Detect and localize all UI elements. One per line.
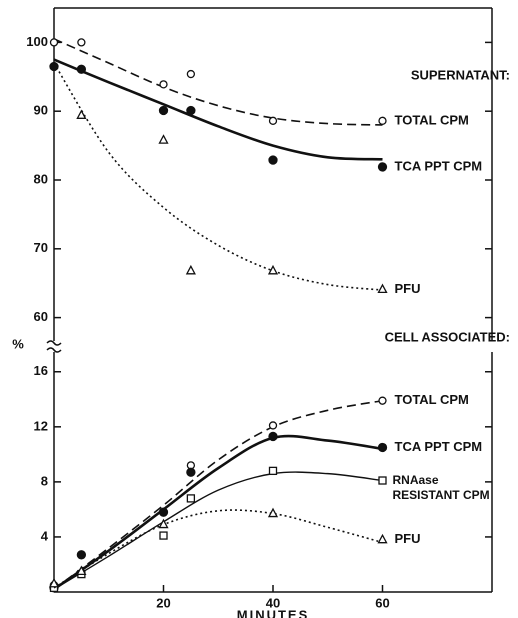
marker [268, 155, 278, 165]
axis-break [46, 340, 62, 353]
marker [267, 507, 279, 518]
x-tick-label: 60 [375, 595, 389, 610]
marker [49, 38, 59, 47]
fit-curve [53, 509, 383, 589]
fit-curve [53, 58, 383, 161]
fit-curve [53, 38, 383, 126]
x-axis-label: MINUTES [237, 607, 310, 618]
series-label: TOTAL CPM [395, 112, 469, 127]
marker [377, 283, 388, 294]
marker [267, 264, 279, 275]
marker [76, 64, 87, 74]
marker [48, 577, 60, 588]
fit-curve [53, 471, 383, 590]
marker [76, 565, 87, 576]
fit-curve [53, 62, 383, 291]
marker [186, 467, 196, 477]
marker [185, 264, 196, 275]
marker [377, 442, 388, 453]
marker [268, 421, 278, 430]
y-tick-label: 60 [34, 309, 48, 324]
fit-curve [53, 434, 383, 591]
marker [49, 61, 59, 72]
marker [186, 494, 196, 503]
y-tick-label: 12 [34, 418, 48, 433]
series-label: PFU [395, 531, 421, 546]
marker [158, 134, 169, 144]
y-tick-label: 8 [41, 473, 48, 488]
y-tick-label: 90 [34, 103, 48, 118]
marker [186, 69, 196, 79]
y-tick-label: 80 [34, 171, 48, 186]
y-tick-label: 100 [26, 34, 48, 49]
panel-title: SUPERNATANT: [411, 67, 510, 82]
y-tick-label: 4 [41, 528, 49, 543]
x-tick-label: 40 [266, 595, 280, 610]
y-tick-label: 70 [34, 240, 48, 255]
marker [268, 431, 278, 442]
marker [268, 466, 278, 476]
series-label-text: RNAase RESISTANT CPM [392, 472, 490, 502]
marker [378, 116, 387, 125]
x-tick-label: 20 [156, 595, 170, 610]
marker [378, 476, 387, 485]
series-label: TCA PPT CPM [395, 439, 483, 454]
panel-title: CELL ASSOCIATED: [385, 329, 510, 344]
marker [76, 550, 87, 560]
y-tick-label: 16 [34, 363, 48, 378]
series-label: PFU [395, 281, 421, 296]
series-label: RNAase RESISTANT CPM [392, 472, 490, 502]
marker [158, 518, 169, 529]
marker [77, 38, 86, 47]
fit-curve [53, 399, 383, 590]
marker [378, 396, 387, 405]
marker [377, 162, 388, 172]
marker [186, 105, 196, 116]
y-axis-label: % [12, 336, 24, 351]
marker [268, 116, 278, 125]
marker [158, 105, 169, 116]
series-label: TOTAL CPM [395, 392, 469, 407]
marker [159, 531, 168, 540]
marker [76, 109, 87, 119]
marker [158, 507, 169, 517]
marker [159, 80, 168, 89]
marker [377, 533, 388, 544]
series-label: TCA PPT CPM [395, 158, 483, 173]
